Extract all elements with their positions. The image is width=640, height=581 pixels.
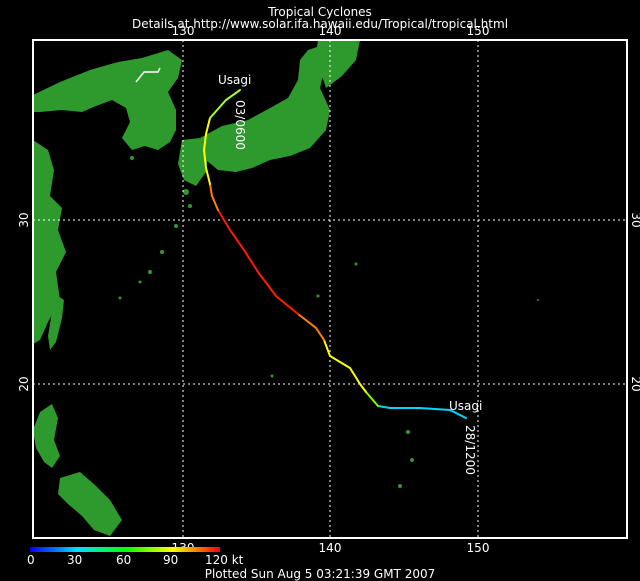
storm-name-label-end: Usagi <box>218 73 251 87</box>
plot-timestamp: Plotted Sun Aug 5 03:21:39 GMT 2007 <box>204 567 436 581</box>
storm-start-time-label: 28/1200 <box>463 425 477 475</box>
hokkaido-landmass <box>316 40 360 88</box>
island <box>188 204 192 208</box>
island <box>354 262 358 266</box>
track-segment-orange-upper <box>209 183 219 211</box>
lat-lon-grid <box>33 40 627 538</box>
map-title: Tropical Cyclones <box>268 5 372 19</box>
track-segment-red <box>217 209 299 315</box>
landmasses <box>33 40 539 536</box>
taiwan-landmass <box>48 296 64 350</box>
latitude-label-right: 30 <box>629 212 640 227</box>
map-frame <box>32 39 628 539</box>
legend-label: 60 <box>116 553 132 567</box>
boundary-marker <box>135 67 161 83</box>
island <box>316 294 320 298</box>
storm-end-time-label: 03/0600 <box>233 100 247 150</box>
legend-label: 0 <box>27 553 35 567</box>
honshu-landmass <box>200 46 330 172</box>
island <box>130 156 134 160</box>
island <box>148 270 152 274</box>
track-segment-green <box>365 391 379 407</box>
island <box>398 484 402 488</box>
track-segment-cyan <box>377 405 467 419</box>
ocean-background <box>33 40 627 538</box>
latitude-label-right: 20 <box>629 376 640 391</box>
track-segment-green-upper <box>209 89 241 119</box>
island <box>406 430 410 434</box>
korea-landmass <box>33 50 182 150</box>
island <box>174 224 178 228</box>
philippines-islands <box>58 472 122 536</box>
map-subtitle: Details at http://www.solar.ifa.hawaii.e… <box>131 17 509 31</box>
wind-speed-color-bar <box>30 547 220 552</box>
legend-label: 90 <box>163 553 179 567</box>
legend-label: 30 <box>67 553 83 567</box>
island <box>138 280 142 284</box>
longitude-label-top: 150 <box>467 24 490 38</box>
track-segment-yellow-upper <box>202 117 211 185</box>
longitude-label-top: 140 <box>319 24 342 38</box>
latitude-label-left: 30 <box>17 212 31 227</box>
island <box>410 458 414 462</box>
island <box>537 299 539 301</box>
china-landmass <box>33 140 66 344</box>
storm-track <box>202 89 467 419</box>
longitude-label-top: 130 <box>172 24 195 38</box>
track-segment-yellow <box>323 339 367 393</box>
philippines-landmass <box>33 404 60 468</box>
longitude-label-bottom: 150 <box>467 541 490 555</box>
latitude-label-left: 20 <box>17 376 31 391</box>
kyushu-landmass <box>178 138 208 186</box>
track-segment-orange <box>297 313 325 341</box>
island <box>160 250 164 254</box>
island <box>118 296 122 300</box>
island <box>183 189 189 195</box>
island <box>270 374 274 378</box>
legend-label: 120 kt <box>205 553 244 567</box>
storm-name-label-start: Usagi <box>449 399 482 413</box>
longitude-label-bottom: 140 <box>319 541 342 555</box>
